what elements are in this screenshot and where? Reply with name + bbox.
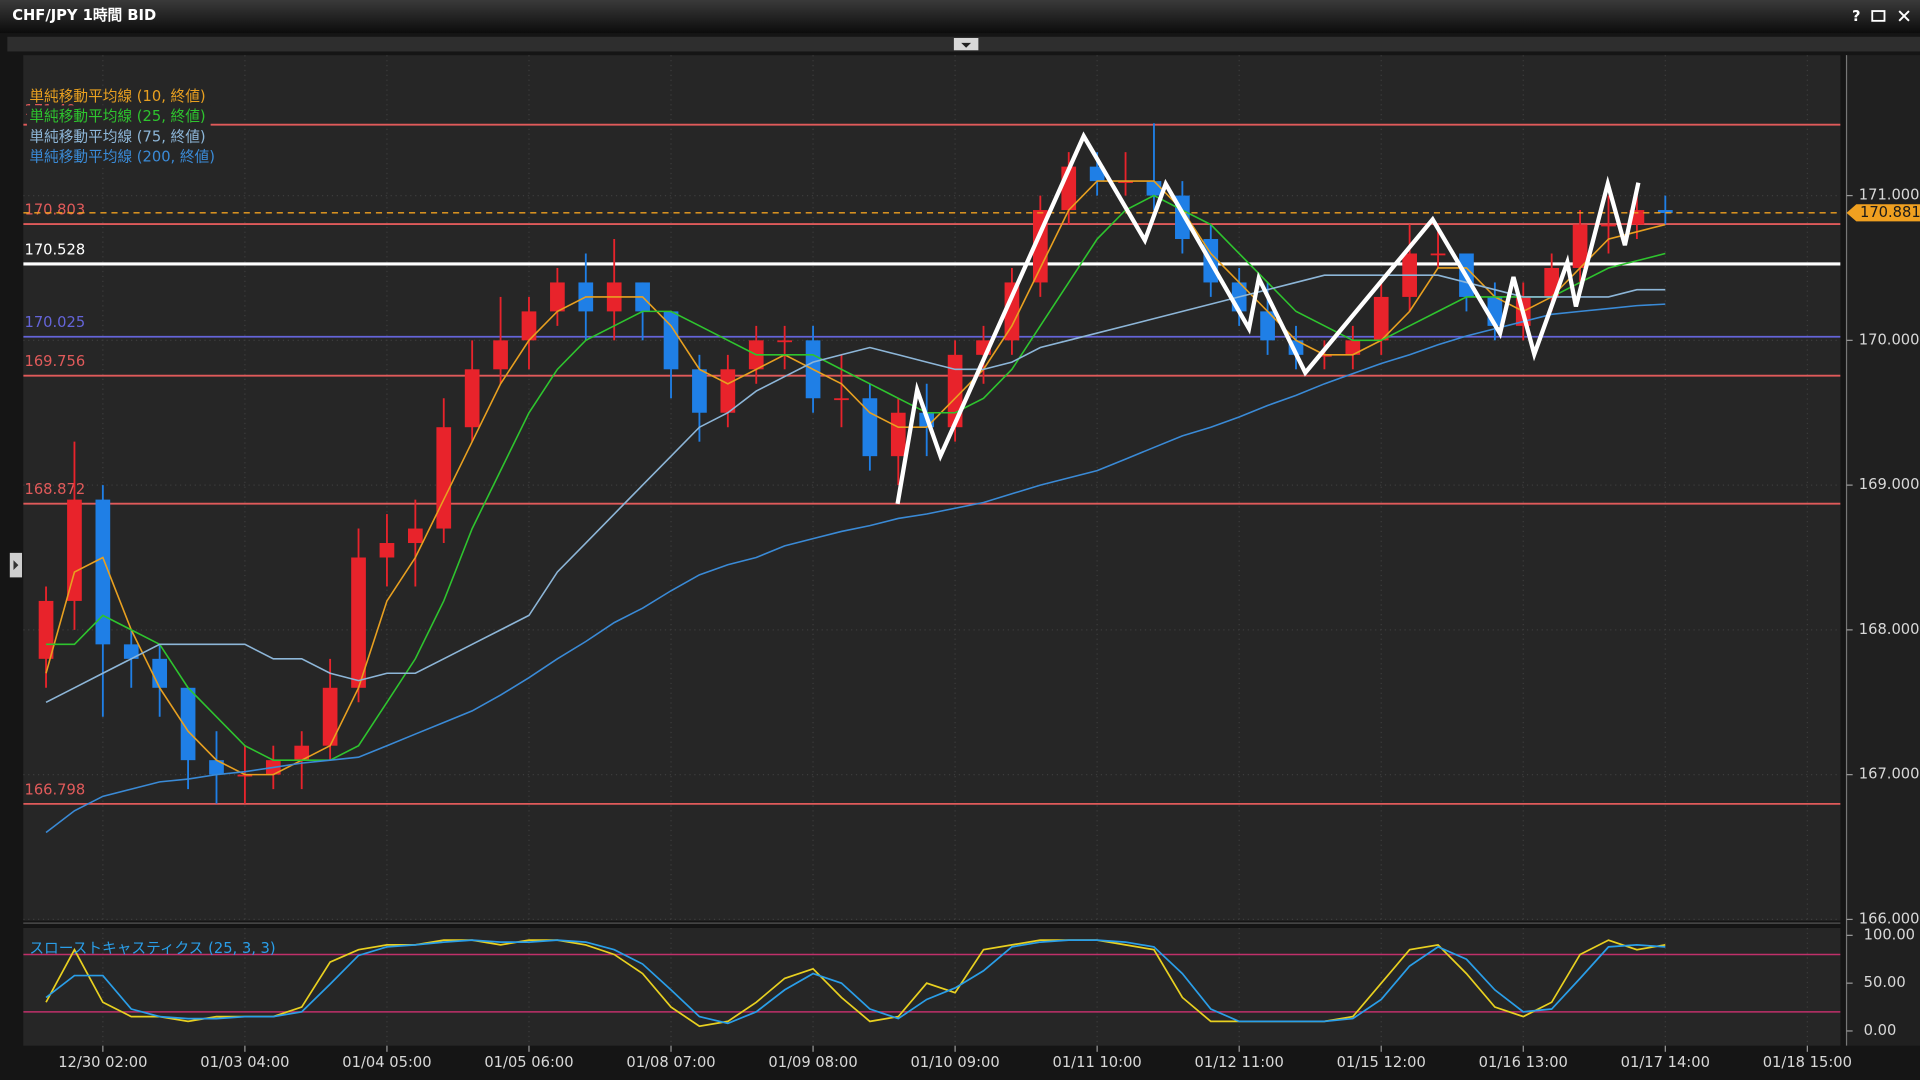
candle-body [862,398,878,457]
ma-line [45,274,1666,704]
y-tick-label: 170.000 [1859,331,1920,348]
candle-body [663,311,679,370]
candle-body [1572,224,1588,268]
candle-body [67,499,82,601]
x-tick-label: 01/05 06:00 [484,1054,573,1071]
y-tick-label: 171.000 [1859,187,1920,204]
level-label: 166.798 [24,781,85,798]
close-button[interactable] [1898,10,1910,22]
candle-body [464,369,480,428]
stoch-line [45,939,1666,1028]
candle-body [834,398,849,401]
x-tick-label: 01/11 10:00 [1053,1054,1142,1071]
candle-body [436,427,452,529]
x-tick-label: 01/16 13:00 [1479,1054,1568,1071]
candle-body [180,687,196,761]
ma-line [46,194,1666,761]
ma-line [45,180,1666,776]
maximize-button[interactable] [1871,10,1886,22]
candle-body [890,412,906,457]
legend-bg [26,105,211,167]
plot-area [23,55,1841,921]
candle-body [1146,181,1162,196]
candle-body [351,557,366,688]
candle-body [209,760,224,775]
legend-entry: 単純移動平均線 (10, 終値) [29,88,205,105]
candle-body [1118,181,1133,183]
window-title: CHF/JPY 1時間 BID [12,6,156,24]
current-price-label: 170.881 [1860,204,1920,221]
candle-body [408,528,423,544]
level-label: 170.528 [24,241,85,258]
x-tick-label: 01/15 12:00 [1337,1054,1426,1071]
drawn-zigzag [895,131,1641,505]
candle-body [1089,166,1105,182]
level-label: 170.025 [24,314,85,331]
collapse-icon [961,42,972,48]
candle-body [1345,340,1361,355]
y-tick-label: 169.000 [1859,476,1920,493]
candle-body [379,543,395,558]
level-label: 168.872 [24,481,85,498]
x-tick-label: 01/10 09:00 [910,1054,999,1071]
stoch-title: スローストキャスティクス (25, 3, 3) [29,940,275,957]
x-tick-label: 01/12 11:00 [1195,1054,1284,1071]
candle-body [777,340,792,343]
legend-entry: 単純移動平均線 (75, 終値) [29,128,205,145]
candle-body [322,687,338,746]
candle-body [1317,354,1332,357]
y-tick-label: 50.00 [1864,974,1906,991]
candle-body [1601,224,1616,227]
candle-body [1004,282,1020,341]
level-label: 169.756 [24,353,85,370]
candle-body [294,745,310,761]
help-button[interactable]: ? [1852,8,1861,25]
current-price-marker [1846,204,1920,222]
y-tick-label: 0.00 [1864,1022,1897,1039]
stoch-plot [23,927,1841,1046]
candle-body [947,354,963,428]
candle-body [550,282,565,312]
y-tick-label: 168.000 [1859,621,1920,638]
candle-body [237,774,253,777]
candle-body [1657,210,1673,213]
labels: 166.000 167.000 168.000 169.000 170.000 171.0… [26,88,1920,1071]
candle-body [152,658,168,688]
x-tick-label: 01/08 07:00 [626,1054,715,1071]
x-tick-label: 01/03 04:00 [200,1054,289,1071]
candle-body [1430,253,1446,256]
candle-body [1373,296,1389,341]
side-tab-icon [13,560,19,571]
candle-body [521,311,537,341]
x-tick-label: 01/09 08:00 [768,1054,857,1071]
ma-line [45,303,1666,834]
x-tick-label: 01/18 15:00 [1763,1054,1852,1071]
legend-entry: 単純移動平均線 (200, 終値) [29,149,215,166]
candle-body [720,369,736,413]
x-tick-label: 01/04 05:00 [342,1054,431,1071]
legend-entry: 単純移動平均線 (25, 終値) [29,108,205,125]
y-tick-label: 167.000 [1859,766,1920,783]
candle-body [692,369,707,413]
stoch-line [45,939,1666,1025]
stoch-area [23,927,1841,1046]
x-tick-label: 12/30 02:00 [58,1054,147,1071]
y-tick-label: 100.00 [1864,926,1915,943]
candle-body [123,644,139,659]
candle-body [95,499,111,645]
candle-body [493,340,508,370]
candle-body [1260,311,1275,341]
candle-body [38,600,54,659]
x-tick-label: 01/17 14:00 [1621,1054,1710,1071]
level-label: 170.803 [24,202,85,219]
title-bar [0,0,1920,34]
y-tick-label: 166.000 [1859,910,1920,927]
